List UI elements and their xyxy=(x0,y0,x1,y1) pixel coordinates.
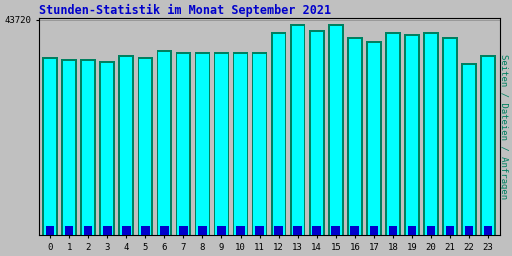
Bar xyxy=(236,226,245,235)
Bar xyxy=(351,226,359,235)
Bar xyxy=(482,57,494,235)
Bar xyxy=(404,34,420,235)
Bar xyxy=(425,34,437,235)
Text: Stunden-Statistik im Monat September 2021: Stunden-Statistik im Monat September 202… xyxy=(39,4,331,17)
Bar xyxy=(312,226,321,235)
Bar xyxy=(463,65,475,235)
Bar xyxy=(330,26,342,235)
Bar xyxy=(234,54,247,235)
Bar xyxy=(217,226,226,235)
Bar xyxy=(271,33,286,235)
Bar xyxy=(44,59,56,235)
Bar xyxy=(118,55,134,235)
Bar xyxy=(252,52,267,235)
Bar xyxy=(442,37,458,235)
Bar xyxy=(82,61,94,235)
Bar xyxy=(291,26,304,235)
Bar xyxy=(366,41,381,235)
Bar xyxy=(158,52,170,235)
Bar xyxy=(347,37,362,235)
Bar xyxy=(198,226,207,235)
Bar xyxy=(63,61,75,235)
Bar xyxy=(255,226,264,235)
Bar xyxy=(216,54,227,235)
Bar xyxy=(65,226,73,235)
Bar xyxy=(484,226,493,235)
Bar xyxy=(293,226,302,235)
Bar xyxy=(179,226,188,235)
Bar xyxy=(46,226,54,235)
Bar xyxy=(480,55,496,235)
Bar xyxy=(120,57,133,235)
Bar xyxy=(368,43,380,235)
Bar xyxy=(446,226,454,235)
Bar xyxy=(272,34,285,235)
Bar xyxy=(160,226,168,235)
Bar xyxy=(444,39,456,235)
Bar xyxy=(309,30,325,235)
Bar xyxy=(331,226,340,235)
Bar xyxy=(101,62,113,235)
Bar xyxy=(389,226,397,235)
Y-axis label: Seiten / Dateien / Anfragen: Seiten / Dateien / Anfragen xyxy=(499,54,508,199)
Bar xyxy=(80,59,96,235)
Bar xyxy=(423,33,439,235)
Bar xyxy=(274,226,283,235)
Bar xyxy=(349,39,361,235)
Bar xyxy=(103,226,112,235)
Bar xyxy=(370,226,378,235)
Bar xyxy=(408,226,416,235)
Bar xyxy=(176,52,191,235)
Bar xyxy=(290,24,306,235)
Bar xyxy=(42,57,58,235)
Bar xyxy=(233,52,248,235)
Bar xyxy=(465,226,473,235)
Bar xyxy=(177,54,189,235)
Bar xyxy=(61,59,77,235)
Bar xyxy=(99,61,115,235)
Bar xyxy=(328,24,344,235)
Bar xyxy=(195,52,210,235)
Bar xyxy=(387,34,399,235)
Bar xyxy=(311,33,323,235)
Bar xyxy=(214,52,229,235)
Bar xyxy=(197,54,208,235)
Bar xyxy=(385,33,401,235)
Bar xyxy=(84,226,93,235)
Bar xyxy=(406,36,418,235)
Bar xyxy=(253,54,266,235)
Bar xyxy=(122,226,131,235)
Bar xyxy=(139,59,152,235)
Bar xyxy=(138,57,153,235)
Bar xyxy=(141,226,150,235)
Bar xyxy=(426,226,435,235)
Bar xyxy=(157,50,172,235)
Bar xyxy=(461,63,477,235)
